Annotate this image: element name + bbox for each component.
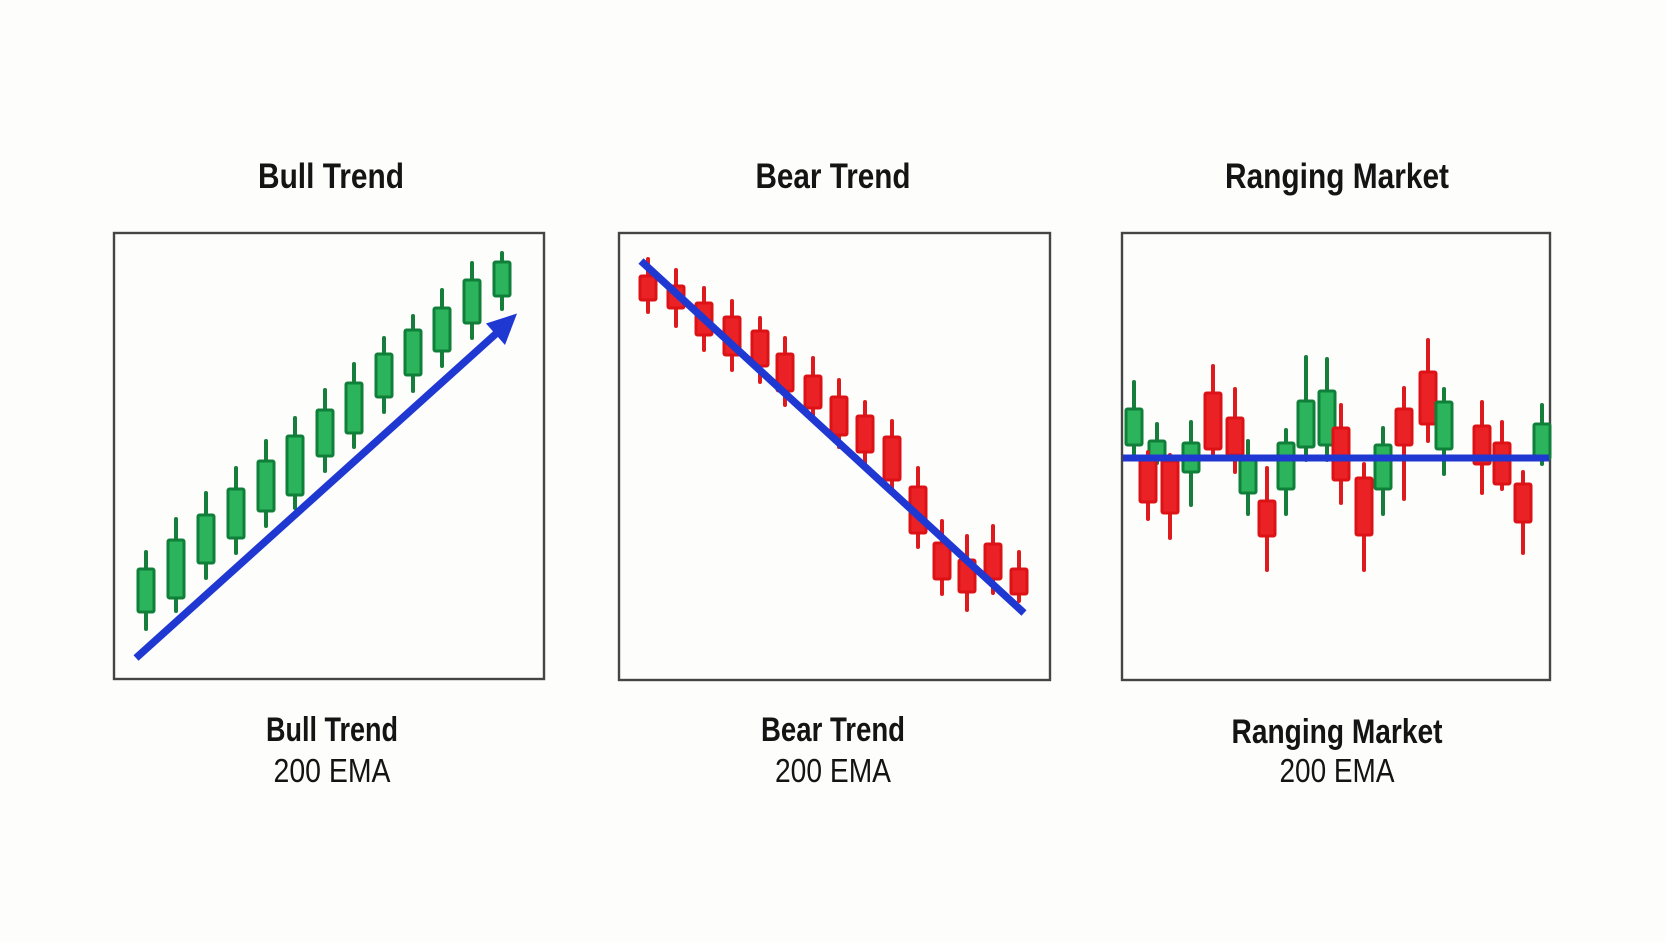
svg-text:Bear Trend: Bear Trend — [756, 157, 911, 196]
svg-text:200 EMA: 200 EMA — [1280, 752, 1395, 789]
svg-text:Bull Trend: Bull Trend — [258, 157, 404, 196]
svg-text:200 EMA: 200 EMA — [274, 752, 391, 789]
svg-text:Bull Trend: Bull Trend — [266, 711, 398, 749]
svg-text:Ranging Market: Ranging Market — [1232, 713, 1443, 751]
svg-text:Ranging Market: Ranging Market — [1225, 157, 1449, 196]
svg-text:Bear Trend: Bear Trend — [761, 711, 905, 749]
svg-text:200 EMA: 200 EMA — [775, 752, 891, 789]
